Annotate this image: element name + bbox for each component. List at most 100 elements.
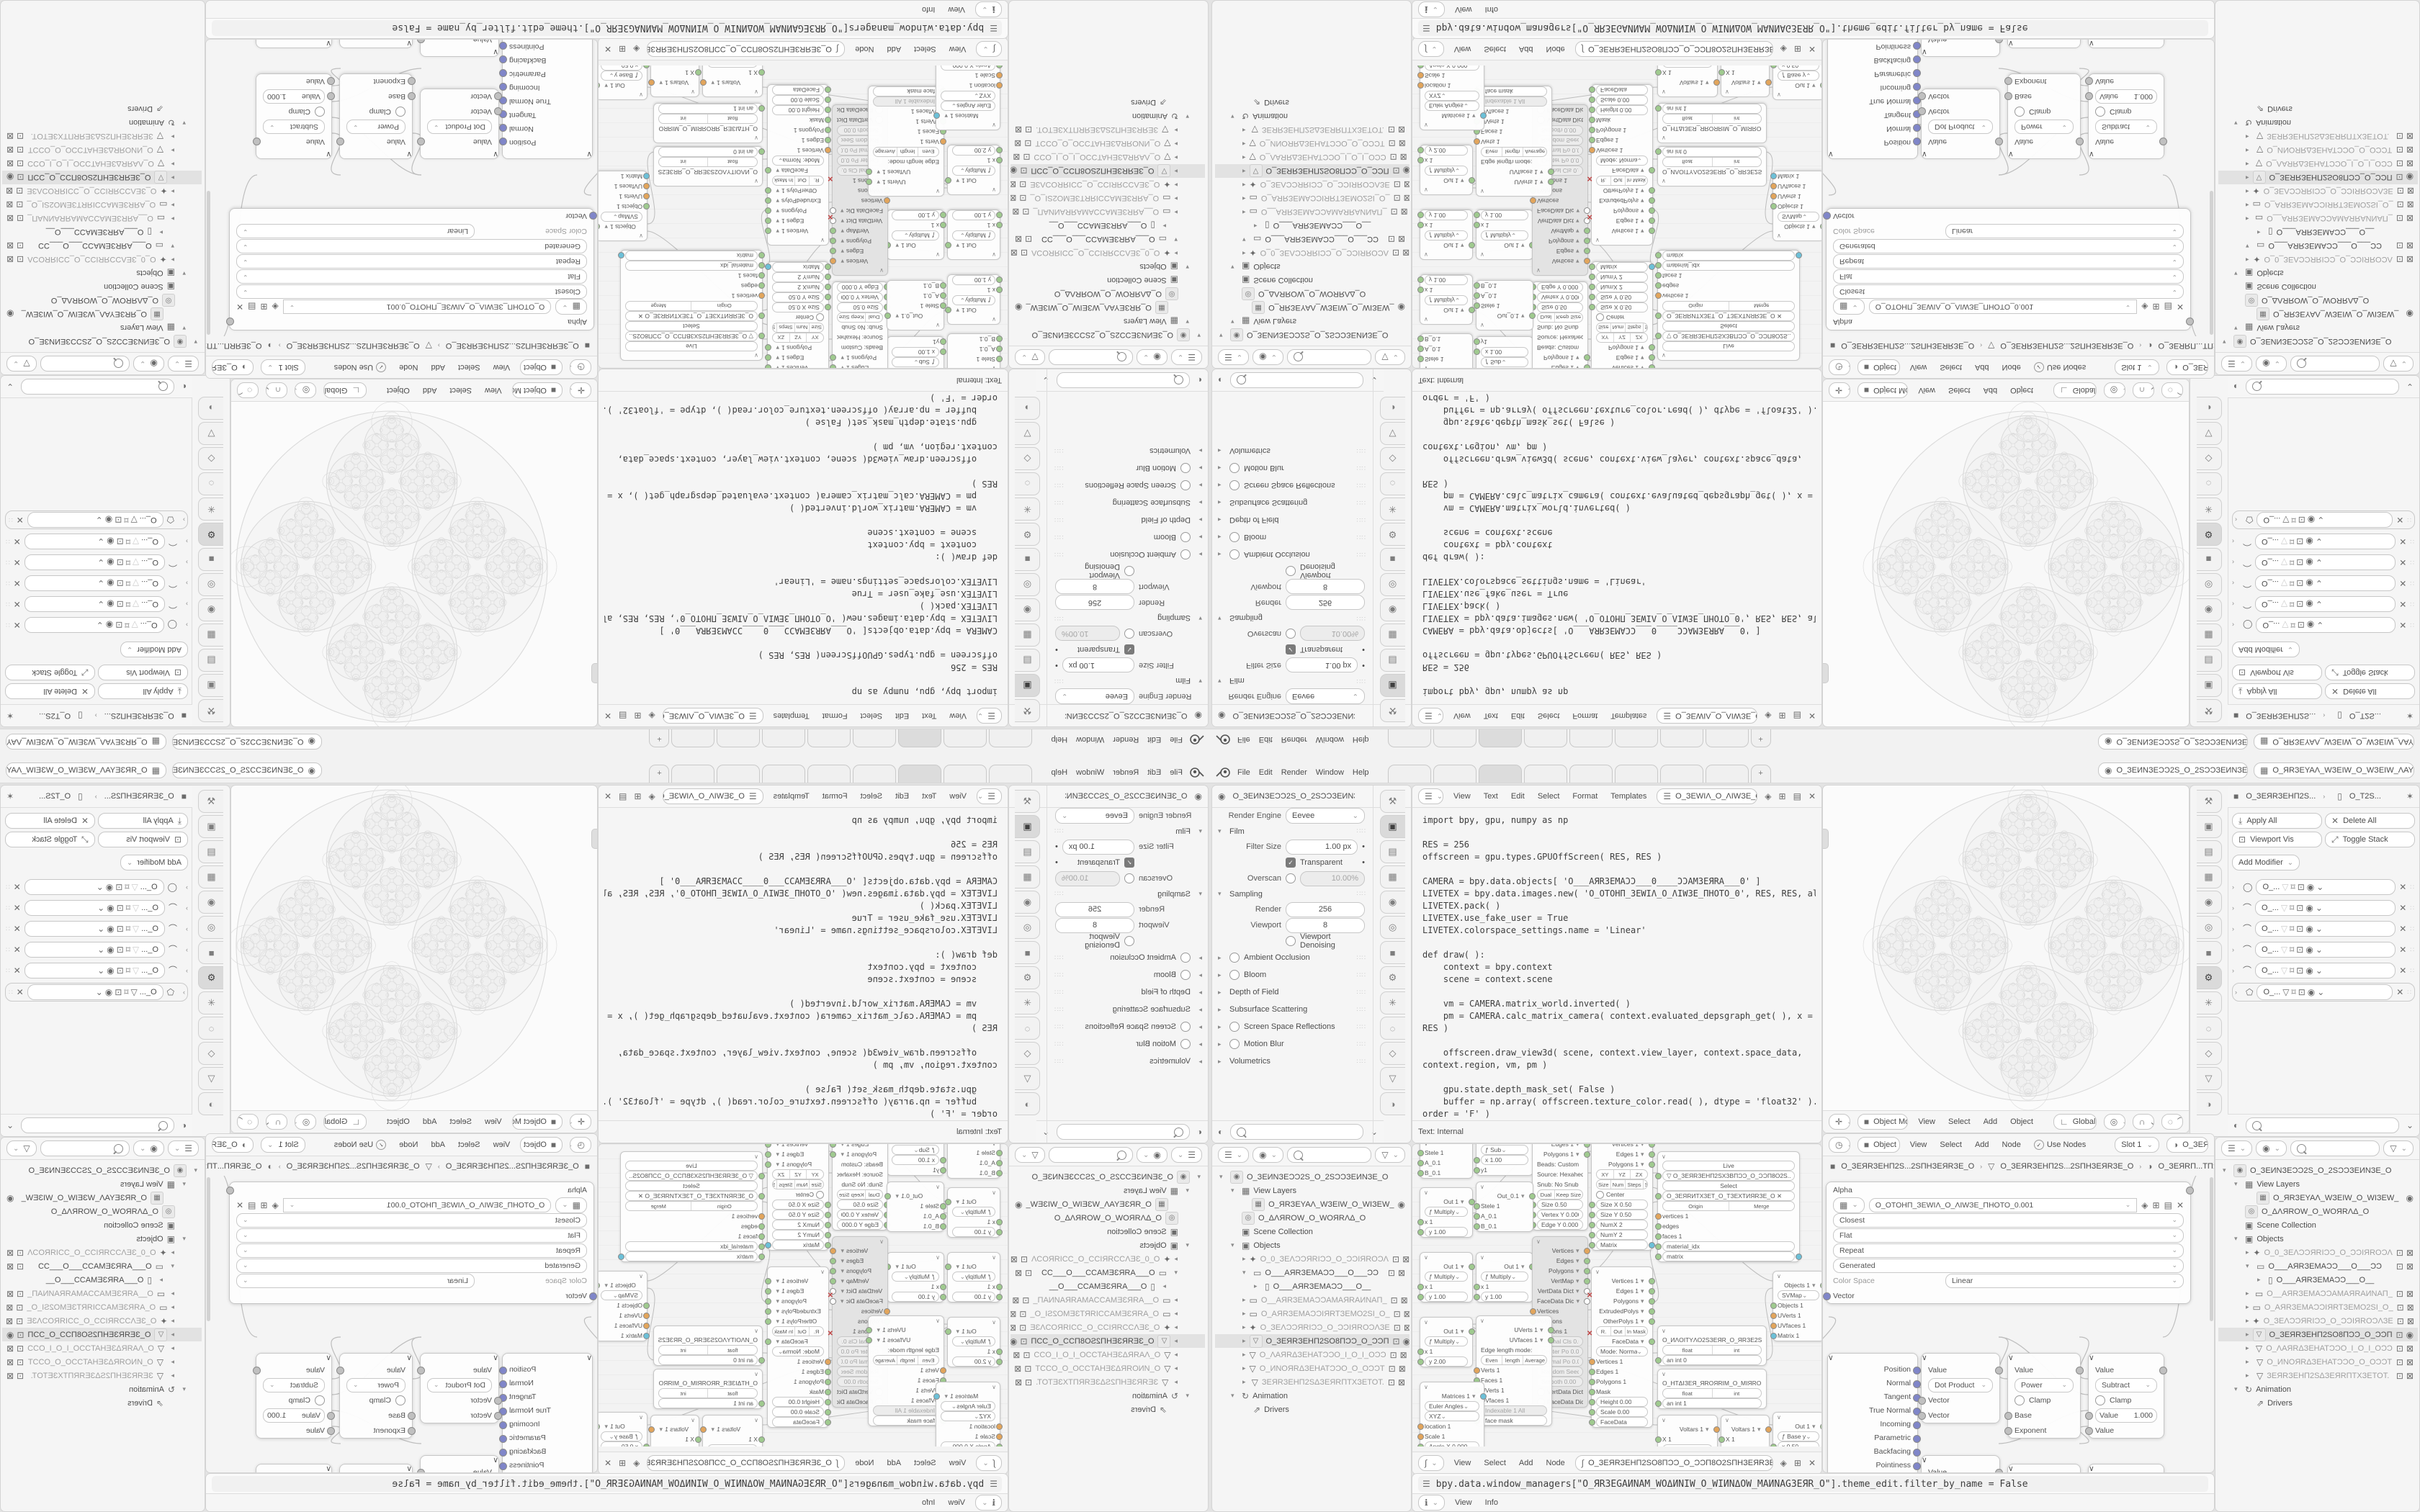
socket-menu[interactable]: ▾ [1641,1287,1644,1295]
shader-menu-node[interactable]: Node [399,363,418,372]
output-socket[interactable] [1649,1144,1655,1148]
expand-caret[interactable]: ▸ [2246,215,2249,222]
interpolation-select[interactable]: Closest [1833,284,2184,300]
expand-caret[interactable]: › [2232,580,2234,587]
collapse-chevron[interactable]: ∨ [2089,1464,2094,1472]
modifier-row[interactable]: › ⌒ O_... ▽ ⌑ ⊡ ◉ ⌄ ✕ ∷ [5,595,188,613]
selected-object-row[interactable]: ▸▽O_ЗEЯRЗEHΠ2SO8ΠƆƆ_O_ƆƆΠ⊡◉ [2218,1328,2418,1341]
object-row[interactable]: ▸ ▽ O_ΛAЯRΔЗEHATƆƆO_I_O_I_OƆƆ ⊡ ⊠ [2218,157,2418,171]
modifier-row[interactable]: › ⌒ O_... ▽ ⌑ ⊡ ◉ ⌄ ✕ ∷ [2232,533,2415,550]
panel-collapsed-5[interactable]: ▸ Motion Blur ∷∷ [1054,463,1202,473]
expand-caret[interactable]: ▸ [2246,147,2249,154]
expand-caret[interactable]: ▸ [1242,154,1246,161]
modifier-pill[interactable]: O_... ▽ ⌑ ⊡ ◉ ⌄ [24,921,165,937]
socket-menu[interactable]: ▾ [776,344,779,352]
render-tab[interactable]: ▣ [1379,815,1405,838]
world-tab[interactable]: ◎ [1379,916,1405,939]
sv-node[interactable]: ∨ Objects 1 ▾ SVMap ⌄ Objects 1 UVerts 1 UVface… [1770,1271,1821,1341]
world-tab[interactable]: ◎ [2196,916,2222,939]
mode-select[interactable]: ■Object Mode [511,1114,563,1130]
animation-row[interactable]: ▾ ↻ Animation [1215,1389,1410,1403]
topbar-menu-file[interactable]: File [1170,768,1183,777]
modifier-pill[interactable]: O_... ▽ ⌑ ⊡ ◉ ⌄ [24,879,164,895]
editor-type-select[interactable]: ◷ [570,359,591,375]
drivers-row[interactable]: ⇗ Drivers [2,1396,202,1410]
expand-caret[interactable]: ▸ [171,202,174,209]
modifier-pill[interactable]: O_... ▽ ⌑ ⊡ ◉ ⌄ [24,900,165,916]
input-socket[interactable] [1655,272,1662,279]
expand-caret[interactable]: ▸ [1162,222,1166,230]
node-field[interactable]: material_idx [1662,261,1795,271]
socket-menu[interactable]: ▾ [841,1246,844,1254]
segment-button[interactable]: Num [1611,1180,1626,1189]
node-select[interactable]: ƒ Sub ⌄ [892,357,939,367]
scrollbar[interactable] [2210,191,2213,335]
text-menu-text[interactable]: Text [1483,711,1498,720]
output-socket[interactable] [945,307,951,313]
modifiers-tab[interactable]: ⚙ [1015,966,1041,989]
collapse-chevron[interactable]: ∨ [691,1416,695,1423]
input-socket[interactable] [1474,282,1480,289]
socket-menu[interactable]: ▾ [841,238,844,246]
object-row[interactable]: ▸ ▽ ЗEЯRЗEHΠ2SΔЗEЯRΠTXЗETOT. ⊡ ⊠ [1010,1375,1205,1389]
input-socket[interactable] [1417,222,1424,228]
viewport-menu-select[interactable]: Select [449,386,472,395]
socket-menu[interactable]: ▾ [1641,228,1644,235]
collapse-chevron[interactable]: ∨ [1662,1153,1666,1160]
input-socket[interactable] [1417,1444,1424,1446]
physics-tab[interactable]: ◌ [1015,472,1041,495]
node-select[interactable]: Mode: Normal ⌄ [772,1346,824,1356]
overscan-toggle[interactable] [1286,629,1296,639]
segment-button[interactable]: float [1663,1389,1713,1398]
input-socket[interactable] [1655,262,1662,269]
apply-all-button[interactable]: ⤓ Apply All [2232,813,2322,829]
scene-datablock[interactable]: ◉O_ЗEИNЗEƆƆ2S_O_2SƆƆЗEИNЗE_O✶⊞ [172,762,322,778]
modifiers-tab[interactable]: ⚙ [198,966,224,989]
extension-select[interactable]: Repeat [236,254,587,269]
collapse-chevron[interactable]: ∨ [1536,1238,1541,1245]
workspace-tab[interactable] [853,729,897,747]
input-socket[interactable] [940,1284,946,1290]
node-segmented-buttons[interactable]: R. Out In Mask [1596,176,1648,186]
math-power-node[interactable]: ∨ValuePowerClampBaseExponent [336,73,416,159]
node-select[interactable]: Mode: Normal ⌄ [772,156,824,166]
node-segmented-buttons[interactable]: Even length Average [873,1355,939,1365]
topbar-menu-help[interactable]: Help [1051,735,1068,744]
scene-collection-row[interactable]: ▣ Scene Collection [1010,1225,1205,1238]
panel-collapsed-1[interactable]: ▸ Bloom ∷∷ [1054,532,1202,542]
material-tab[interactable]: ◑ [1015,397,1041,420]
segment-button[interactable]: Origin [691,302,757,310]
node-field[interactable]: Matrix [1596,262,1648,272]
sv-node[interactable]: ∨ Out_0.1 ▾ Stele 1 A_0.1 B_0.1 [1474,280,1536,330]
collapse-chevron[interactable]: ∨ [887,367,944,368]
socket-menu[interactable]: ▾ [776,1307,779,1315]
collapse-chevron[interactable]: ∨ [1420,1144,1472,1148]
expand-caret[interactable]: › [186,621,188,629]
expand-caret[interactable]: ▸ [2246,1248,2249,1256]
shader-menu-node[interactable]: Node [2002,1140,2021,1149]
topbar-menu-window[interactable]: Window [1076,735,1105,744]
pivot-select[interactable]: ◎ [2103,1114,2125,1130]
panel-collapsed-3[interactable]: ▸ Subsurface Scattering ∷∷ [1218,498,1366,507]
vector-socket[interactable] [1823,212,1831,220]
input-socket[interactable] [996,356,1003,362]
node-segmented-buttons[interactable]: Dual Keep Size [837,1189,883,1200]
constraints-tab[interactable]: ◇ [1015,1042,1041,1065]
segment-button[interactable]: int [1734,1390,1740,1397]
collapse-chevron[interactable]: ∨ [1662,135,1666,142]
expand-caret[interactable]: ▾ [1197,1173,1201,1180]
panel-checkbox[interactable] [1180,480,1191,490]
object-row[interactable]: ▸ ▭ O__AЯRЗEMAƆƆAMAЯRAИNAΠ_ ⊡ ⊠ [1010,205,1205,219]
segment-button[interactable]: R. [1597,1327,1611,1336]
input-socket[interactable] [1589,1202,1595,1208]
expand-caret[interactable]: ▸ [171,1344,174,1351]
modifier-pill[interactable]: O_... ▽ ⌑ ⊡ ◉ ⌄ [2255,900,2396,916]
collapse-chevron[interactable]: ∨ [948,364,1000,369]
node-segmented-buttons[interactable]: Origin Merge [1662,1201,1795,1211]
segment-button[interactable]: int [1734,158,1740,166]
panel-collapsed-3[interactable]: ▸ Subsurface Scattering ∷∷ [1054,1005,1202,1014]
collapse-chevron[interactable]: ∨ [820,1268,825,1275]
